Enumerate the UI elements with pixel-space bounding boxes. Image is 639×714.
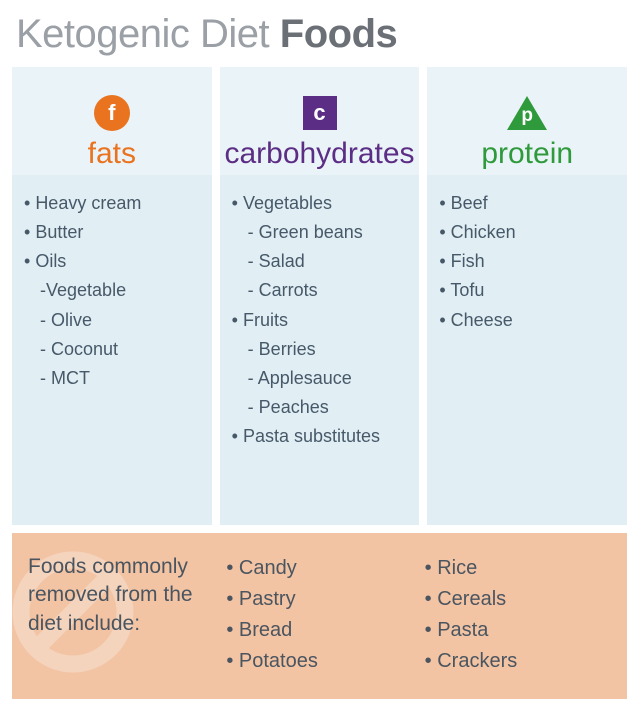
page-title: Ketogenic Diet Foods [12,12,627,57]
list-item: Applesauce [248,364,410,393]
list-item: Fish [439,247,617,276]
removed-list-2: RiceCerealsPastaCrackers [425,553,615,677]
fats-icon: f [92,93,132,133]
list-item: Vegetable [40,276,202,305]
column-body-protein: BeefChickenFishTofuCheese [427,175,627,525]
removed-list-1: CandyPastryBreadPotatoes [226,553,416,677]
list-item: MCT [40,364,202,393]
column-title-carbohydrates: carbohydrates [224,139,414,169]
list-item: Pastry [226,584,416,615]
sub-list: VegetableOliveCoconutMCT [24,276,202,393]
column-title-fats: fats [88,139,136,169]
list-item: Cheese [439,306,617,335]
list-item: Carrots [248,276,410,305]
column-body-carbohydrates: VegetablesGreen beansSaladCarrotsFruitsB… [220,175,420,525]
removed-col-1: CandyPastryBreadPotatoes [226,553,416,677]
list-item: FruitsBerriesApplesaucePeaches [232,306,410,423]
removed-intro-text: Foods commonly removed from the diet inc… [24,553,218,677]
list-item: Rice [425,553,615,584]
list-item: Berries [248,335,410,364]
sub-list: Green beansSaladCarrots [232,218,410,305]
column-header-fats: f fats [12,67,212,175]
list-item: Olive [40,306,202,335]
list-item: Potatoes [226,646,416,677]
food-list-fats: Heavy creamButterOilsVegetableOliveCocon… [24,189,202,393]
column-body-fats: Heavy creamButterOilsVegetableOliveCocon… [12,175,212,525]
list-item: OilsVegetableOliveCoconutMCT [24,247,202,393]
list-item: Heavy cream [24,189,202,218]
title-bold: Foods [280,12,397,56]
carbohydrates-icon: c [300,93,340,133]
list-item: Candy [226,553,416,584]
food-list-carbohydrates: VegetablesGreen beansSaladCarrotsFruitsB… [232,189,410,451]
infographic-root: Ketogenic Diet Foods f fats Heavy creamBut… [0,0,639,714]
list-item: Bread [226,615,416,646]
list-item: Pasta substitutes [232,422,410,451]
list-item: VegetablesGreen beansSaladCarrots [232,189,410,306]
list-item: Butter [24,218,202,247]
column-header-protein: p protein [427,67,627,175]
column-header-carbohydrates: c carbohydrates [220,67,420,175]
list-item: Beef [439,189,617,218]
list-item: Cereals [425,584,615,615]
protein-icon: p [507,93,547,133]
list-item: Coconut [40,335,202,364]
removed-foods-panel: Foods commonly removed from the diet inc… [12,533,627,699]
list-item: Salad [248,247,410,276]
list-item: Pasta [425,615,615,646]
column-carbohydrates: c carbohydrates VegetablesGreen beansSalad… [220,67,420,525]
column-protein: p protein BeefChickenFishTofuCheese [427,67,627,525]
list-item: Crackers [425,646,615,677]
removed-col-2: RiceCerealsPastaCrackers [425,553,615,677]
column-fats: f fats Heavy creamButterOilsVegetableOlive… [12,67,212,525]
title-light: Ketogenic Diet [16,12,280,56]
sub-list: BerriesApplesaucePeaches [232,335,410,422]
food-list-protein: BeefChickenFishTofuCheese [439,189,617,335]
list-item: Tofu [439,276,617,305]
list-item: Chicken [439,218,617,247]
list-item: Peaches [248,393,410,422]
list-item: Green beans [248,218,410,247]
columns-row: f fats Heavy creamButterOilsVegetableOlive… [12,67,627,525]
column-title-protein: protein [481,139,573,169]
